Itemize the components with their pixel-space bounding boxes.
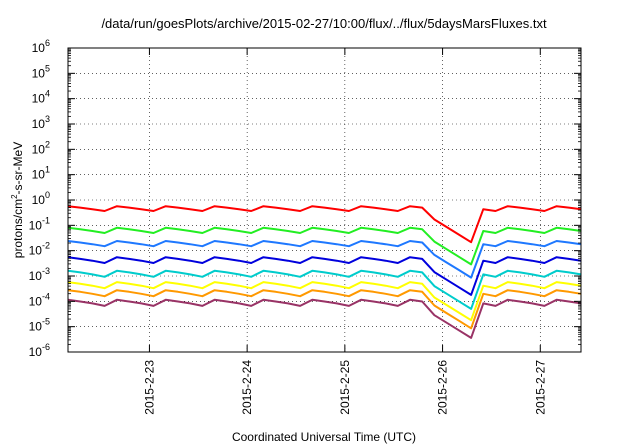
series-line-8: [67, 298, 582, 339]
y-tick-label: 10-5: [29, 317, 50, 334]
series-line-7: [67, 289, 582, 330]
y-tick-label: 10-2: [29, 241, 50, 258]
y-tick-label: 103: [32, 114, 50, 131]
y-axis-label: protons/cm2-s-sr-MeV: [10, 142, 25, 258]
y-tick-label: 102: [32, 139, 50, 156]
series-line-1: [67, 205, 582, 244]
grid: [68, 48, 581, 352]
x-tick-label: 2015-2-26: [436, 360, 450, 415]
x-tick-label: 2015-2-27: [533, 360, 547, 415]
y-tick-label: 106: [32, 38, 50, 55]
x-axis-label: Coordinated Universal Time (UTC): [232, 430, 416, 444]
series-line-5: [67, 269, 582, 310]
x-tick-label: 2015-2-23: [142, 360, 156, 415]
y-tick-label: 10-6: [29, 342, 50, 359]
x-tick-label: 2015-2-24: [240, 360, 254, 415]
y-tick-label: 104: [32, 89, 50, 106]
y-tick-label: 101: [32, 165, 50, 182]
y-tick-label: 100: [32, 190, 50, 207]
series-line-4: [67, 256, 582, 296]
series-line-2: [67, 226, 582, 266]
y-tick-label: 105: [32, 63, 50, 80]
x-tick-label: 2015-2-25: [338, 360, 352, 415]
chart-title: /data/run/goesPlots/archive/2015-02-27/1…: [101, 16, 547, 31]
series-line-6: [67, 281, 582, 322]
y-axis-ticks: 10-6 10-5 10-4 10-3 10-2 10-1 100 101 102 103 104 1…: [29, 38, 581, 359]
y-tick-label: 10-3: [29, 266, 50, 283]
y-tick-label: 10-1: [29, 215, 50, 232]
series-line-3: [67, 240, 582, 279]
series-lines: [67, 205, 582, 339]
y-tick-label: 10-4: [29, 291, 50, 308]
x-axis-ticks: 2015-2-23 2015-2-24 2015-2-25 2015-2-26 2015…: [142, 48, 547, 415]
